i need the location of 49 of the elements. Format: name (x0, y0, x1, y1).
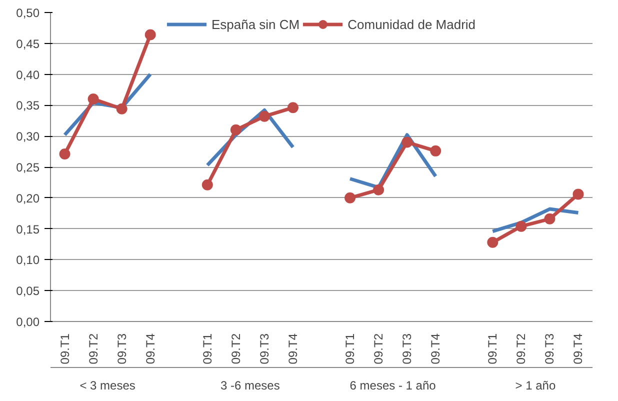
point (116, 103, 128, 114)
x-tick-label: 09.T3 (257, 333, 272, 364)
y-tick-label: 0,05 (16, 284, 40, 298)
point (487, 236, 498, 248)
point (344, 192, 356, 204)
x-tick-label: 09.T1 (58, 333, 72, 364)
point (430, 145, 442, 156)
y-tick-label: 0,40 (16, 68, 40, 82)
legend-label: Comunidad de Madrid (348, 16, 476, 32)
text: < 3 meses (80, 378, 136, 392)
y-tick-label: 0,30 (16, 130, 40, 144)
y-tick-label: 0,10 (16, 253, 40, 268)
x-tick-label: 09.T1 (486, 333, 500, 364)
y-tick-label: 0,15 (16, 222, 40, 236)
x-tick-label: 09.T4 (143, 333, 158, 364)
y-tick-label: 0,20 (16, 191, 40, 206)
x-tick-label: 09.T2 (372, 333, 386, 364)
text: 6 meses - 1 año (350, 378, 436, 392)
legend-label: España sin CM (211, 16, 300, 32)
x-tick-label: 09.T2 (514, 333, 528, 364)
x-tick-label: 09.T3 (400, 333, 414, 364)
x-tick-label: 09.T3 (542, 333, 557, 364)
point (59, 148, 70, 160)
point (230, 124, 242, 136)
x-tick-label: 09.T4 (286, 333, 300, 364)
y-tick-label: 0,25 (16, 160, 40, 174)
y-tick-label: 0,45 (16, 36, 40, 51)
text: 3 -6 meses (220, 378, 280, 392)
y-tick-label: 0,35 (16, 98, 40, 113)
x-tick-label: 09.T2 (86, 333, 100, 364)
text: > 1 año (515, 378, 556, 392)
x-tick-label: 09.T4 (428, 333, 443, 364)
point (202, 179, 213, 190)
point (373, 184, 384, 196)
point (287, 102, 298, 114)
point (516, 220, 527, 232)
x-tick-label: 09.T4 (571, 333, 586, 364)
y-tick-label: 0,00 (16, 315, 40, 329)
point (258, 110, 270, 122)
point (88, 94, 99, 105)
x-tick-label: 09.T3 (114, 333, 129, 364)
x-tick-label: 09.T2 (228, 333, 243, 364)
x-tick-label: 09.T1 (200, 333, 214, 364)
point (144, 29, 156, 40)
x-tick-label: 09.T1 (343, 333, 358, 364)
y-tick-label: 0,50 (16, 6, 40, 20)
point (544, 213, 556, 224)
point (402, 136, 413, 148)
point (572, 188, 584, 200)
